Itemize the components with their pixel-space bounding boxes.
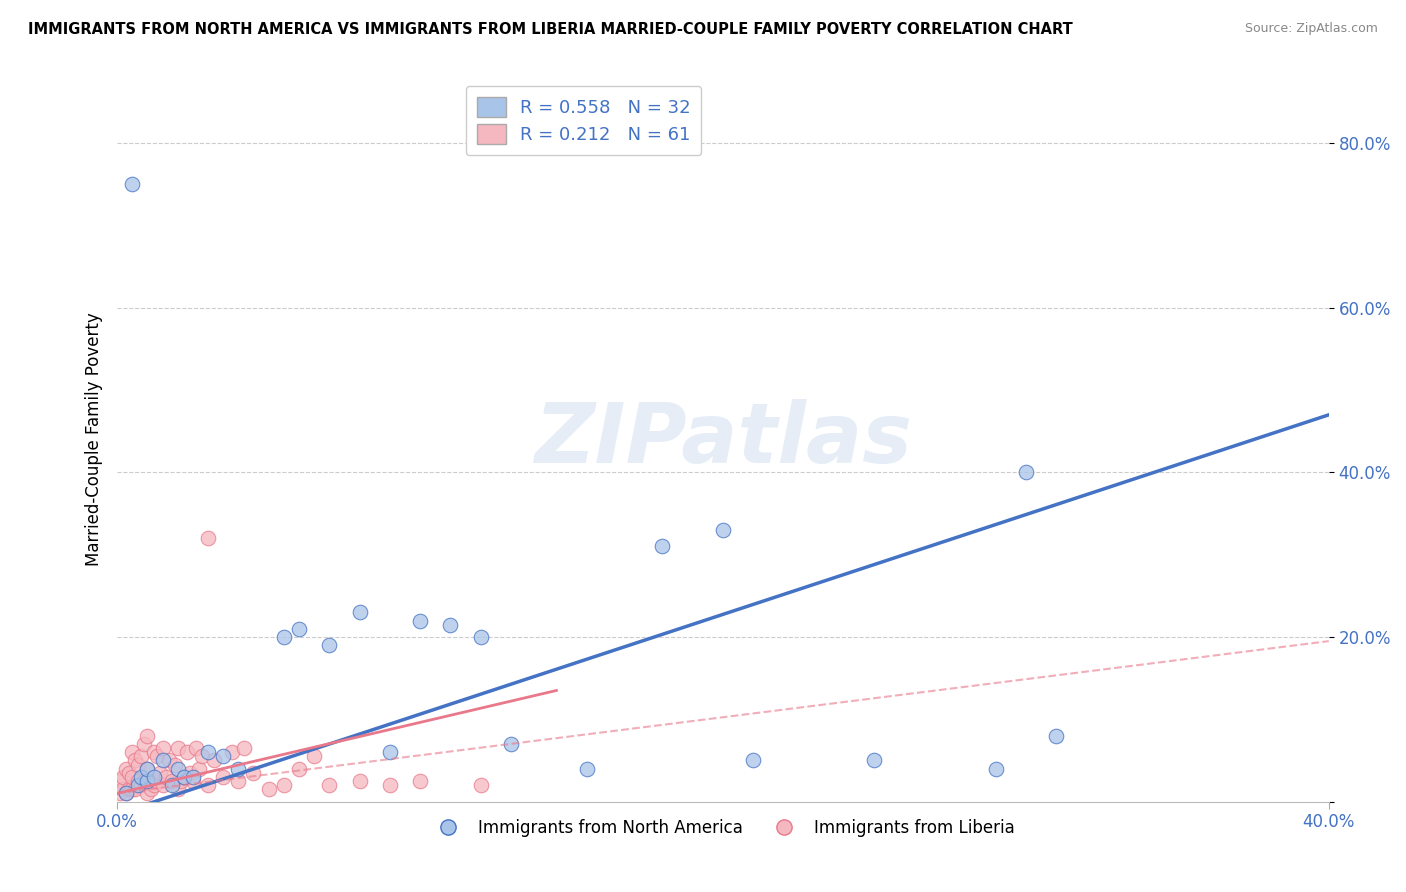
Point bbox=[173, 770, 195, 784]
Point bbox=[131, 770, 153, 784]
Point bbox=[212, 770, 235, 784]
Point bbox=[378, 745, 401, 759]
Point bbox=[191, 749, 214, 764]
Point bbox=[127, 774, 149, 789]
Point bbox=[349, 774, 371, 789]
Point bbox=[152, 778, 174, 792]
Point bbox=[118, 782, 141, 797]
Point bbox=[302, 749, 325, 764]
Point bbox=[136, 762, 159, 776]
Point bbox=[409, 774, 432, 789]
Point bbox=[121, 178, 143, 192]
Point bbox=[127, 757, 149, 772]
Point bbox=[160, 778, 183, 792]
Text: ZIPatlas: ZIPatlas bbox=[534, 399, 912, 480]
Point bbox=[152, 741, 174, 756]
Point bbox=[118, 765, 141, 780]
Point bbox=[166, 762, 188, 776]
Point bbox=[110, 774, 132, 789]
Point bbox=[242, 765, 264, 780]
Point bbox=[197, 745, 219, 759]
Point bbox=[181, 770, 204, 784]
Point bbox=[136, 762, 159, 776]
Point bbox=[142, 778, 165, 792]
Point bbox=[166, 782, 188, 797]
Text: Source: ZipAtlas.com: Source: ZipAtlas.com bbox=[1244, 22, 1378, 36]
Point bbox=[127, 778, 149, 792]
Point bbox=[163, 757, 186, 772]
Point bbox=[136, 774, 159, 789]
Point bbox=[160, 774, 183, 789]
Point bbox=[112, 770, 135, 784]
Point bbox=[124, 754, 146, 768]
Point bbox=[499, 737, 522, 751]
Point bbox=[470, 630, 492, 644]
Point bbox=[863, 754, 886, 768]
Point bbox=[173, 770, 195, 784]
Point bbox=[157, 754, 180, 768]
Point bbox=[142, 745, 165, 759]
Point bbox=[378, 778, 401, 792]
Y-axis label: Married-Couple Family Poverty: Married-Couple Family Poverty bbox=[86, 312, 103, 566]
Point bbox=[179, 765, 201, 780]
Point bbox=[318, 778, 340, 792]
Point bbox=[136, 729, 159, 743]
Point bbox=[139, 782, 162, 797]
Point bbox=[1015, 466, 1038, 480]
Point bbox=[439, 617, 461, 632]
Point bbox=[409, 614, 432, 628]
Point bbox=[470, 778, 492, 792]
Point bbox=[575, 762, 598, 776]
Point bbox=[134, 774, 156, 789]
Point bbox=[112, 782, 135, 797]
Point bbox=[273, 778, 295, 792]
Point bbox=[131, 778, 153, 792]
Point bbox=[273, 630, 295, 644]
Point bbox=[984, 762, 1007, 776]
Point bbox=[221, 745, 243, 759]
Point bbox=[1045, 729, 1067, 743]
Point bbox=[197, 531, 219, 545]
Point bbox=[170, 774, 193, 789]
Point bbox=[145, 749, 167, 764]
Point bbox=[257, 782, 280, 797]
Point bbox=[233, 741, 256, 756]
Point bbox=[152, 754, 174, 768]
Point bbox=[228, 774, 250, 789]
Point bbox=[288, 762, 311, 776]
Point bbox=[202, 754, 225, 768]
Point bbox=[136, 786, 159, 800]
Legend: Immigrants from North America, Immigrants from Liberia: Immigrants from North America, Immigrant… bbox=[425, 813, 1022, 844]
Point bbox=[124, 782, 146, 797]
Point bbox=[288, 622, 311, 636]
Point bbox=[742, 754, 765, 768]
Point bbox=[134, 737, 156, 751]
Point bbox=[212, 749, 235, 764]
Point bbox=[115, 762, 138, 776]
Point bbox=[184, 741, 207, 756]
Point bbox=[188, 762, 211, 776]
Point bbox=[176, 745, 198, 759]
Point bbox=[711, 523, 734, 537]
Point bbox=[145, 774, 167, 789]
Point bbox=[149, 765, 172, 780]
Point bbox=[228, 762, 250, 776]
Point bbox=[121, 770, 143, 784]
Point bbox=[166, 741, 188, 756]
Point bbox=[155, 770, 177, 784]
Point bbox=[651, 540, 673, 554]
Point bbox=[110, 786, 132, 800]
Point bbox=[142, 770, 165, 784]
Point bbox=[121, 745, 143, 759]
Point bbox=[318, 638, 340, 652]
Point bbox=[349, 605, 371, 619]
Point bbox=[181, 774, 204, 789]
Point bbox=[115, 786, 138, 800]
Text: IMMIGRANTS FROM NORTH AMERICA VS IMMIGRANTS FROM LIBERIA MARRIED-COUPLE FAMILY P: IMMIGRANTS FROM NORTH AMERICA VS IMMIGRA… bbox=[28, 22, 1073, 37]
Point bbox=[131, 749, 153, 764]
Point bbox=[197, 778, 219, 792]
Point bbox=[121, 782, 143, 797]
Point bbox=[115, 786, 138, 800]
